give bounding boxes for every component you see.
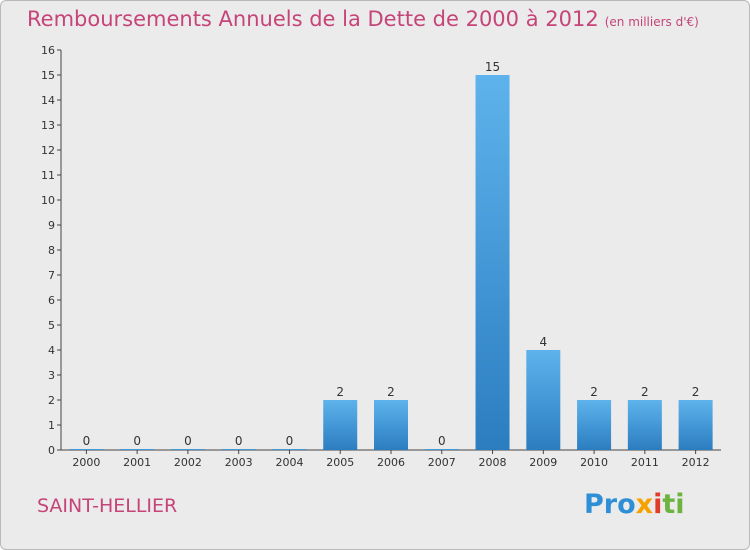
- chart-title-unit: (en milliers d'€): [604, 15, 699, 29]
- y-tick-label: 12: [41, 144, 55, 157]
- bar: [627, 400, 662, 450]
- x-tick-label: 2009: [529, 456, 557, 469]
- x-tick-label: 2000: [72, 456, 100, 469]
- y-tick-label: 3: [48, 369, 55, 382]
- bar: [221, 449, 256, 450]
- x-tick-label: 2004: [275, 456, 303, 469]
- commune-name: SAINT-HELLIER: [37, 495, 178, 517]
- y-tick-label: 2: [48, 394, 55, 407]
- logo-part-2: x: [635, 489, 654, 520]
- x-tick-label: 2011: [631, 456, 659, 469]
- bar-value-label: 0: [184, 434, 192, 448]
- bar: [120, 449, 155, 450]
- bar-value-label: 0: [235, 434, 243, 448]
- bar-value-label: 2: [692, 385, 700, 399]
- y-tick-label: 7: [48, 269, 55, 282]
- logo-part-1: Pro: [584, 489, 636, 520]
- y-tick-label: 5: [48, 319, 55, 332]
- bar-value-label: 2: [641, 385, 649, 399]
- bar: [526, 350, 561, 450]
- bar: [272, 449, 307, 450]
- y-tick-label: 10: [41, 194, 55, 207]
- y-tick-label: 1: [48, 419, 55, 432]
- chart-title: Remboursements Annuels de la Dette de 20…: [27, 7, 699, 31]
- y-tick-label: 0: [48, 444, 55, 457]
- bar-value-label: 0: [438, 434, 446, 448]
- logo-part-4: ti: [662, 489, 685, 520]
- x-tick-label: 2006: [377, 456, 405, 469]
- bar: [69, 449, 104, 450]
- bar-value-label: 2: [336, 385, 344, 399]
- x-tick-label: 2002: [174, 456, 202, 469]
- proxiti-logo: Proxiti: [584, 489, 685, 520]
- y-tick-label: 13: [41, 119, 55, 132]
- y-tick-label: 4: [48, 344, 55, 357]
- bar: [577, 400, 612, 450]
- bar-value-label: 4: [539, 335, 547, 349]
- y-tick-label: 14: [41, 94, 55, 107]
- bar-value-label: 15: [485, 60, 500, 74]
- bar: [475, 75, 510, 450]
- bar-value-label: 2: [387, 385, 395, 399]
- x-tick-label: 2007: [428, 456, 456, 469]
- chart-title-main: Remboursements Annuels de la Dette de 20…: [27, 7, 599, 31]
- y-tick-label: 16: [41, 44, 55, 57]
- x-tick-label: 2012: [682, 456, 710, 469]
- y-tick-label: 9: [48, 219, 55, 232]
- x-tick-label: 2001: [123, 456, 151, 469]
- bar: [323, 400, 358, 450]
- bar-value-label: 0: [83, 434, 91, 448]
- y-tick-label: 15: [41, 69, 55, 82]
- bar-value-label: 0: [286, 434, 294, 448]
- bar-value-label: 2: [590, 385, 598, 399]
- x-tick-label: 2010: [580, 456, 608, 469]
- y-tick-label: 8: [48, 244, 55, 257]
- bar: [678, 400, 713, 450]
- x-tick-label: 2005: [326, 456, 354, 469]
- bar-value-label: 0: [133, 434, 141, 448]
- y-tick-label: 11: [41, 169, 55, 182]
- x-tick-label: 2008: [479, 456, 507, 469]
- x-tick-label: 2003: [225, 456, 253, 469]
- logo-part-3: i: [653, 489, 663, 520]
- y-tick-label: 6: [48, 294, 55, 307]
- bar: [170, 449, 205, 450]
- bar: [424, 449, 459, 450]
- bar: [374, 400, 408, 450]
